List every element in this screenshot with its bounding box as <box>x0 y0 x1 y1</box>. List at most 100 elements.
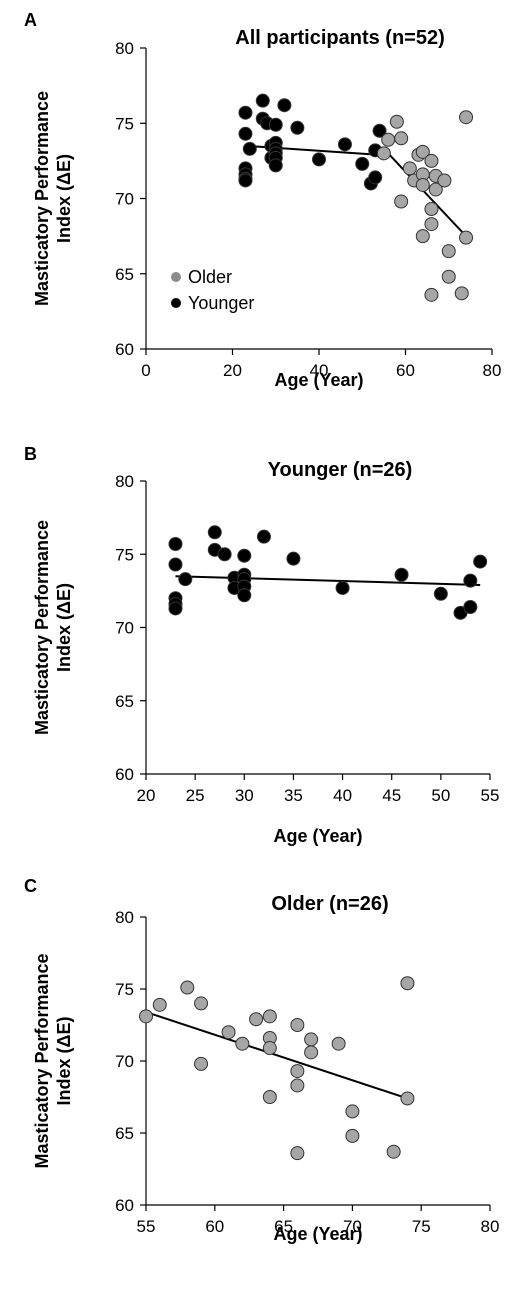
y-axis-label: Index (ΔE) <box>54 154 74 243</box>
data-point-older <box>139 1009 153 1024</box>
y-tick-label: 70 <box>115 619 134 638</box>
legend-label: Younger <box>188 293 254 313</box>
panel-c: C Older (n=26) Masticatory Performance Inde… <box>24 876 499 1244</box>
data-point-younger <box>237 548 252 563</box>
x-tick-label: 70 <box>343 1217 362 1236</box>
data-point-older <box>194 996 209 1011</box>
y-tick-label: 65 <box>115 692 134 711</box>
y-tick-label: 65 <box>115 265 134 284</box>
data-point-younger <box>238 126 253 141</box>
data-point-younger <box>372 123 387 138</box>
trend-line <box>383 148 467 237</box>
data-point-younger <box>168 536 183 551</box>
y-tick-label: 60 <box>115 1196 134 1215</box>
data-point-older <box>262 1041 277 1056</box>
x-tick-label: 55 <box>137 1217 156 1236</box>
data-point-older <box>381 132 396 147</box>
chart-title: All participants (n=52) <box>235 27 445 49</box>
data-point-older <box>376 146 391 161</box>
data-point-younger <box>238 173 253 188</box>
x-axis-label: Age (Year) <box>274 370 363 390</box>
y-axis-label: Masticatory Performance <box>32 91 52 306</box>
data-point-older <box>290 1146 305 1161</box>
data-point-older <box>194 1056 209 1071</box>
y-tick-label: 75 <box>115 980 134 999</box>
panel-letter: A <box>24 10 37 30</box>
data-point-older <box>415 144 430 159</box>
y-axis-label: Index (ΔE) <box>54 1017 74 1106</box>
panel-letter: B <box>24 444 37 464</box>
data-point-older <box>454 286 469 301</box>
data-point-younger <box>168 601 183 616</box>
y-axis-label: Index (ΔE) <box>54 583 74 672</box>
legend-marker-older <box>171 272 181 282</box>
data-point-older <box>249 1012 264 1027</box>
data-point-younger <box>217 547 232 562</box>
y-axis-label: Masticatory Performance <box>32 953 52 1168</box>
data-point-older <box>415 229 430 244</box>
data-point-younger <box>286 551 301 566</box>
data-point-younger <box>337 137 352 152</box>
data-point-older <box>221 1025 236 1040</box>
x-axis-label: Age (Year) <box>273 826 362 846</box>
y-tick-label: 70 <box>115 190 134 209</box>
data-point-younger <box>242 141 257 156</box>
data-point-older <box>290 1078 305 1093</box>
data-point-older <box>290 1018 305 1032</box>
data-point-younger <box>168 557 183 572</box>
y-tick-label: 80 <box>115 39 134 58</box>
x-tick-label: 45 <box>382 786 401 805</box>
y-tick-label: 75 <box>115 114 134 133</box>
legend-marker-younger <box>171 298 181 308</box>
data-point-younger <box>463 573 478 588</box>
data-point-younger <box>277 98 292 113</box>
x-tick-label: 60 <box>205 1217 224 1236</box>
y-axis-label: Masticatory Performance <box>32 520 52 735</box>
data-point-younger <box>178 572 193 587</box>
data-point-older <box>424 287 439 302</box>
x-tick-label: 80 <box>483 361 502 380</box>
data-point-older <box>428 182 443 197</box>
data-point-older <box>402 161 417 176</box>
data-point-older <box>262 1009 277 1024</box>
chart-title: Younger (n=26) <box>268 459 413 481</box>
data-point-younger <box>335 580 350 595</box>
data-point-older <box>345 1128 360 1143</box>
y-tick-label: 60 <box>115 340 134 359</box>
data-point-older <box>415 177 430 192</box>
x-tick-label: 75 <box>412 1217 431 1236</box>
x-tick-label: 60 <box>396 361 415 380</box>
data-point-older <box>400 976 415 991</box>
data-point-younger <box>255 93 270 108</box>
x-tick-label: 20 <box>223 361 242 380</box>
y-tick-label: 70 <box>115 1052 134 1071</box>
data-point-younger <box>394 567 409 582</box>
data-point-older <box>394 131 409 146</box>
x-tick-label: 20 <box>137 786 156 805</box>
y-tick-label: 80 <box>115 472 134 491</box>
x-tick-label: 40 <box>333 786 352 805</box>
data-point-older <box>459 230 474 245</box>
chart-title: Older (n=26) <box>271 893 388 915</box>
data-point-older <box>152 997 167 1012</box>
panel-b: B Younger (n=26) Masticatory Performance In… <box>24 444 499 846</box>
data-point-younger <box>312 152 326 167</box>
data-point-younger <box>237 588 252 603</box>
panel-letter: C <box>24 876 37 896</box>
data-point-older <box>424 153 439 168</box>
y-tick-label: 75 <box>115 545 134 564</box>
data-point-younger <box>268 158 283 173</box>
data-point-older <box>331 1036 346 1051</box>
data-point-younger <box>433 586 448 601</box>
data-point-older <box>441 269 456 284</box>
data-point-older <box>394 194 409 209</box>
data-point-older <box>389 114 404 129</box>
trend-line <box>145 1011 408 1100</box>
data-point-older <box>441 244 456 259</box>
data-point-older <box>235 1036 250 1051</box>
x-tick-label: 50 <box>431 786 450 805</box>
data-point-older <box>290 1064 305 1079</box>
x-tick-label: 35 <box>284 786 303 805</box>
data-point-older <box>424 202 439 217</box>
